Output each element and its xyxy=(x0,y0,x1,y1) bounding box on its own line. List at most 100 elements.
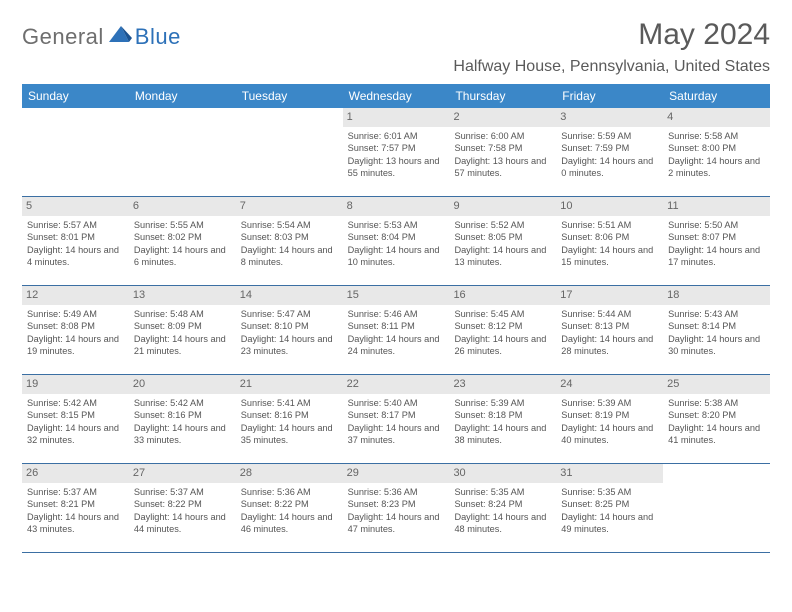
sunrise-line: Sunrise: 5:55 AM xyxy=(134,219,231,231)
daylight-line: Daylight: 14 hours and 19 minutes. xyxy=(27,333,124,358)
day-cell: 26Sunrise: 5:37 AMSunset: 8:21 PMDayligh… xyxy=(22,464,129,552)
day-cell: 8Sunrise: 5:53 AMSunset: 8:04 PMDaylight… xyxy=(343,197,450,285)
sunrise-line: Sunrise: 5:36 AM xyxy=(241,486,338,498)
day-header-cell: Saturday xyxy=(663,84,770,108)
sunset-line: Sunset: 8:11 PM xyxy=(348,320,445,332)
day-number: 6 xyxy=(129,197,236,216)
daylight-line: Daylight: 14 hours and 26 minutes. xyxy=(454,333,551,358)
header: General Blue May 2024 Halfway House, Pen… xyxy=(22,18,770,76)
day-cell: 24Sunrise: 5:39 AMSunset: 8:19 PMDayligh… xyxy=(556,375,663,463)
sunrise-line: Sunrise: 5:46 AM xyxy=(348,308,445,320)
day-number: 7 xyxy=(236,197,343,216)
sunset-line: Sunset: 8:10 PM xyxy=(241,320,338,332)
day-cell: 5Sunrise: 5:57 AMSunset: 8:01 PMDaylight… xyxy=(22,197,129,285)
day-cell: 29Sunrise: 5:36 AMSunset: 8:23 PMDayligh… xyxy=(343,464,450,552)
sunset-line: Sunset: 8:07 PM xyxy=(668,231,765,243)
daylight-line: Daylight: 14 hours and 41 minutes. xyxy=(668,422,765,447)
sunrise-line: Sunrise: 5:44 AM xyxy=(561,308,658,320)
sunrise-line: Sunrise: 5:38 AM xyxy=(668,397,765,409)
daylight-line: Daylight: 14 hours and 47 minutes. xyxy=(348,511,445,536)
sunrise-line: Sunrise: 5:53 AM xyxy=(348,219,445,231)
daylight-line: Daylight: 14 hours and 0 minutes. xyxy=(561,155,658,180)
sunset-line: Sunset: 8:05 PM xyxy=(454,231,551,243)
day-number: 2 xyxy=(449,108,556,127)
daylight-line: Daylight: 14 hours and 32 minutes. xyxy=(27,422,124,447)
daylight-line: Daylight: 14 hours and 46 minutes. xyxy=(241,511,338,536)
week-row: 12Sunrise: 5:49 AMSunset: 8:08 PMDayligh… xyxy=(22,286,770,375)
sunset-line: Sunset: 8:15 PM xyxy=(27,409,124,421)
sunrise-line: Sunrise: 5:57 AM xyxy=(27,219,124,231)
day-number: 21 xyxy=(236,375,343,394)
day-cell: 1Sunrise: 6:01 AMSunset: 7:57 PMDaylight… xyxy=(343,108,450,196)
sunrise-line: Sunrise: 5:45 AM xyxy=(454,308,551,320)
day-number: 14 xyxy=(236,286,343,305)
sunrise-line: Sunrise: 6:00 AM xyxy=(454,130,551,142)
title-block: May 2024 Halfway House, Pennsylvania, Un… xyxy=(453,18,770,76)
sunrise-line: Sunrise: 5:37 AM xyxy=(134,486,231,498)
day-number: 1 xyxy=(343,108,450,127)
sunset-line: Sunset: 8:19 PM xyxy=(561,409,658,421)
day-header-cell: Tuesday xyxy=(236,84,343,108)
sunset-line: Sunset: 8:12 PM xyxy=(454,320,551,332)
daylight-line: Daylight: 14 hours and 21 minutes. xyxy=(134,333,231,358)
daylight-line: Daylight: 13 hours and 57 minutes. xyxy=(454,155,551,180)
daylight-line: Daylight: 14 hours and 38 minutes. xyxy=(454,422,551,447)
sunrise-line: Sunrise: 5:39 AM xyxy=(454,397,551,409)
day-cell: 10Sunrise: 5:51 AMSunset: 8:06 PMDayligh… xyxy=(556,197,663,285)
sunset-line: Sunset: 8:22 PM xyxy=(241,498,338,510)
day-number: 12 xyxy=(22,286,129,305)
day-number: 18 xyxy=(663,286,770,305)
day-cell: 30Sunrise: 5:35 AMSunset: 8:24 PMDayligh… xyxy=(449,464,556,552)
day-number: 10 xyxy=(556,197,663,216)
day-cell xyxy=(663,464,770,552)
day-cell xyxy=(22,108,129,196)
day-header-row: SundayMondayTuesdayWednesdayThursdayFrid… xyxy=(22,84,770,108)
day-cell: 27Sunrise: 5:37 AMSunset: 8:22 PMDayligh… xyxy=(129,464,236,552)
day-cell: 6 Sunrise: 5:55 AMSunset: 8:02 PMDaylight… xyxy=(129,197,236,285)
day-cell: 21Sunrise: 5:41 AMSunset: 8:16 PMDayligh… xyxy=(236,375,343,463)
daylight-line: Daylight: 14 hours and 37 minutes. xyxy=(348,422,445,447)
sunset-line: Sunset: 7:59 PM xyxy=(561,142,658,154)
sunset-line: Sunset: 8:25 PM xyxy=(561,498,658,510)
sunrise-line: Sunrise: 5:42 AM xyxy=(27,397,124,409)
week-row: 26Sunrise: 5:37 AMSunset: 8:21 PMDayligh… xyxy=(22,464,770,553)
location: Halfway House, Pennsylvania, United Stat… xyxy=(453,58,770,76)
sunset-line: Sunset: 8:02 PM xyxy=(134,231,231,243)
daylight-line: Daylight: 14 hours and 8 minutes. xyxy=(241,244,338,269)
week-row: 1Sunrise: 6:01 AMSunset: 7:57 PMDaylight… xyxy=(22,108,770,197)
sunrise-line: Sunrise: 5:35 AM xyxy=(454,486,551,498)
daylight-line: Daylight: 14 hours and 10 minutes. xyxy=(348,244,445,269)
sunset-line: Sunset: 8:06 PM xyxy=(561,231,658,243)
sunset-line: Sunset: 7:58 PM xyxy=(454,142,551,154)
calendar: SundayMondayTuesdayWednesdayThursdayFrid… xyxy=(22,84,770,553)
day-cell: 16 Sunrise: 5:45 AMSunset: 8:12 PMDayligh… xyxy=(449,286,556,374)
daylight-line: Daylight: 14 hours and 30 minutes. xyxy=(668,333,765,358)
day-cell: 2 Sunrise: 6:00 AMSunset: 7:58 PMDaylight… xyxy=(449,108,556,196)
day-number: 16 xyxy=(449,286,556,305)
day-number: 19 xyxy=(22,375,129,394)
sunset-line: Sunset: 8:01 PM xyxy=(27,231,124,243)
day-cell: 22Sunrise: 5:40 AMSunset: 8:17 PMDayligh… xyxy=(343,375,450,463)
logo-text-2: Blue xyxy=(135,24,181,50)
sunrise-line: Sunrise: 5:59 AM xyxy=(561,130,658,142)
day-number: 5 xyxy=(22,197,129,216)
sunset-line: Sunset: 8:08 PM xyxy=(27,320,124,332)
month-title: May 2024 xyxy=(453,18,770,52)
day-number: 17 xyxy=(556,286,663,305)
day-number: 15 xyxy=(343,286,450,305)
sunrise-line: Sunrise: 5:41 AM xyxy=(241,397,338,409)
sunset-line: Sunset: 8:24 PM xyxy=(454,498,551,510)
week-row: 5 Sunrise: 5:57 AMSunset: 8:01 PM Daylight… xyxy=(22,197,770,286)
day-cell: 13Sunrise: 5:48 AMSunset: 8:09 PMDayligh… xyxy=(129,286,236,374)
sunset-line: Sunset: 8:03 PM xyxy=(241,231,338,243)
day-number: 24 xyxy=(556,375,663,394)
day-cell: 31Sunrise: 5:35 AMSunset: 8:25 PMDayligh… xyxy=(556,464,663,552)
sunset-line: Sunset: 8:00 PM xyxy=(668,142,765,154)
sunrise-line: Sunrise: 5:48 AM xyxy=(134,308,231,320)
daylight-line: Daylight: 13 hours and 55 minutes. xyxy=(348,155,445,180)
week-row: 19Sunrise: 5:42 AMSunset: 8:15 PMDayligh… xyxy=(22,375,770,464)
day-number: 13 xyxy=(129,286,236,305)
day-number: 30 xyxy=(449,464,556,483)
daylight-line: Daylight: 14 hours and 6 minutes. xyxy=(134,244,231,269)
sunset-line: Sunset: 8:14 PM xyxy=(668,320,765,332)
